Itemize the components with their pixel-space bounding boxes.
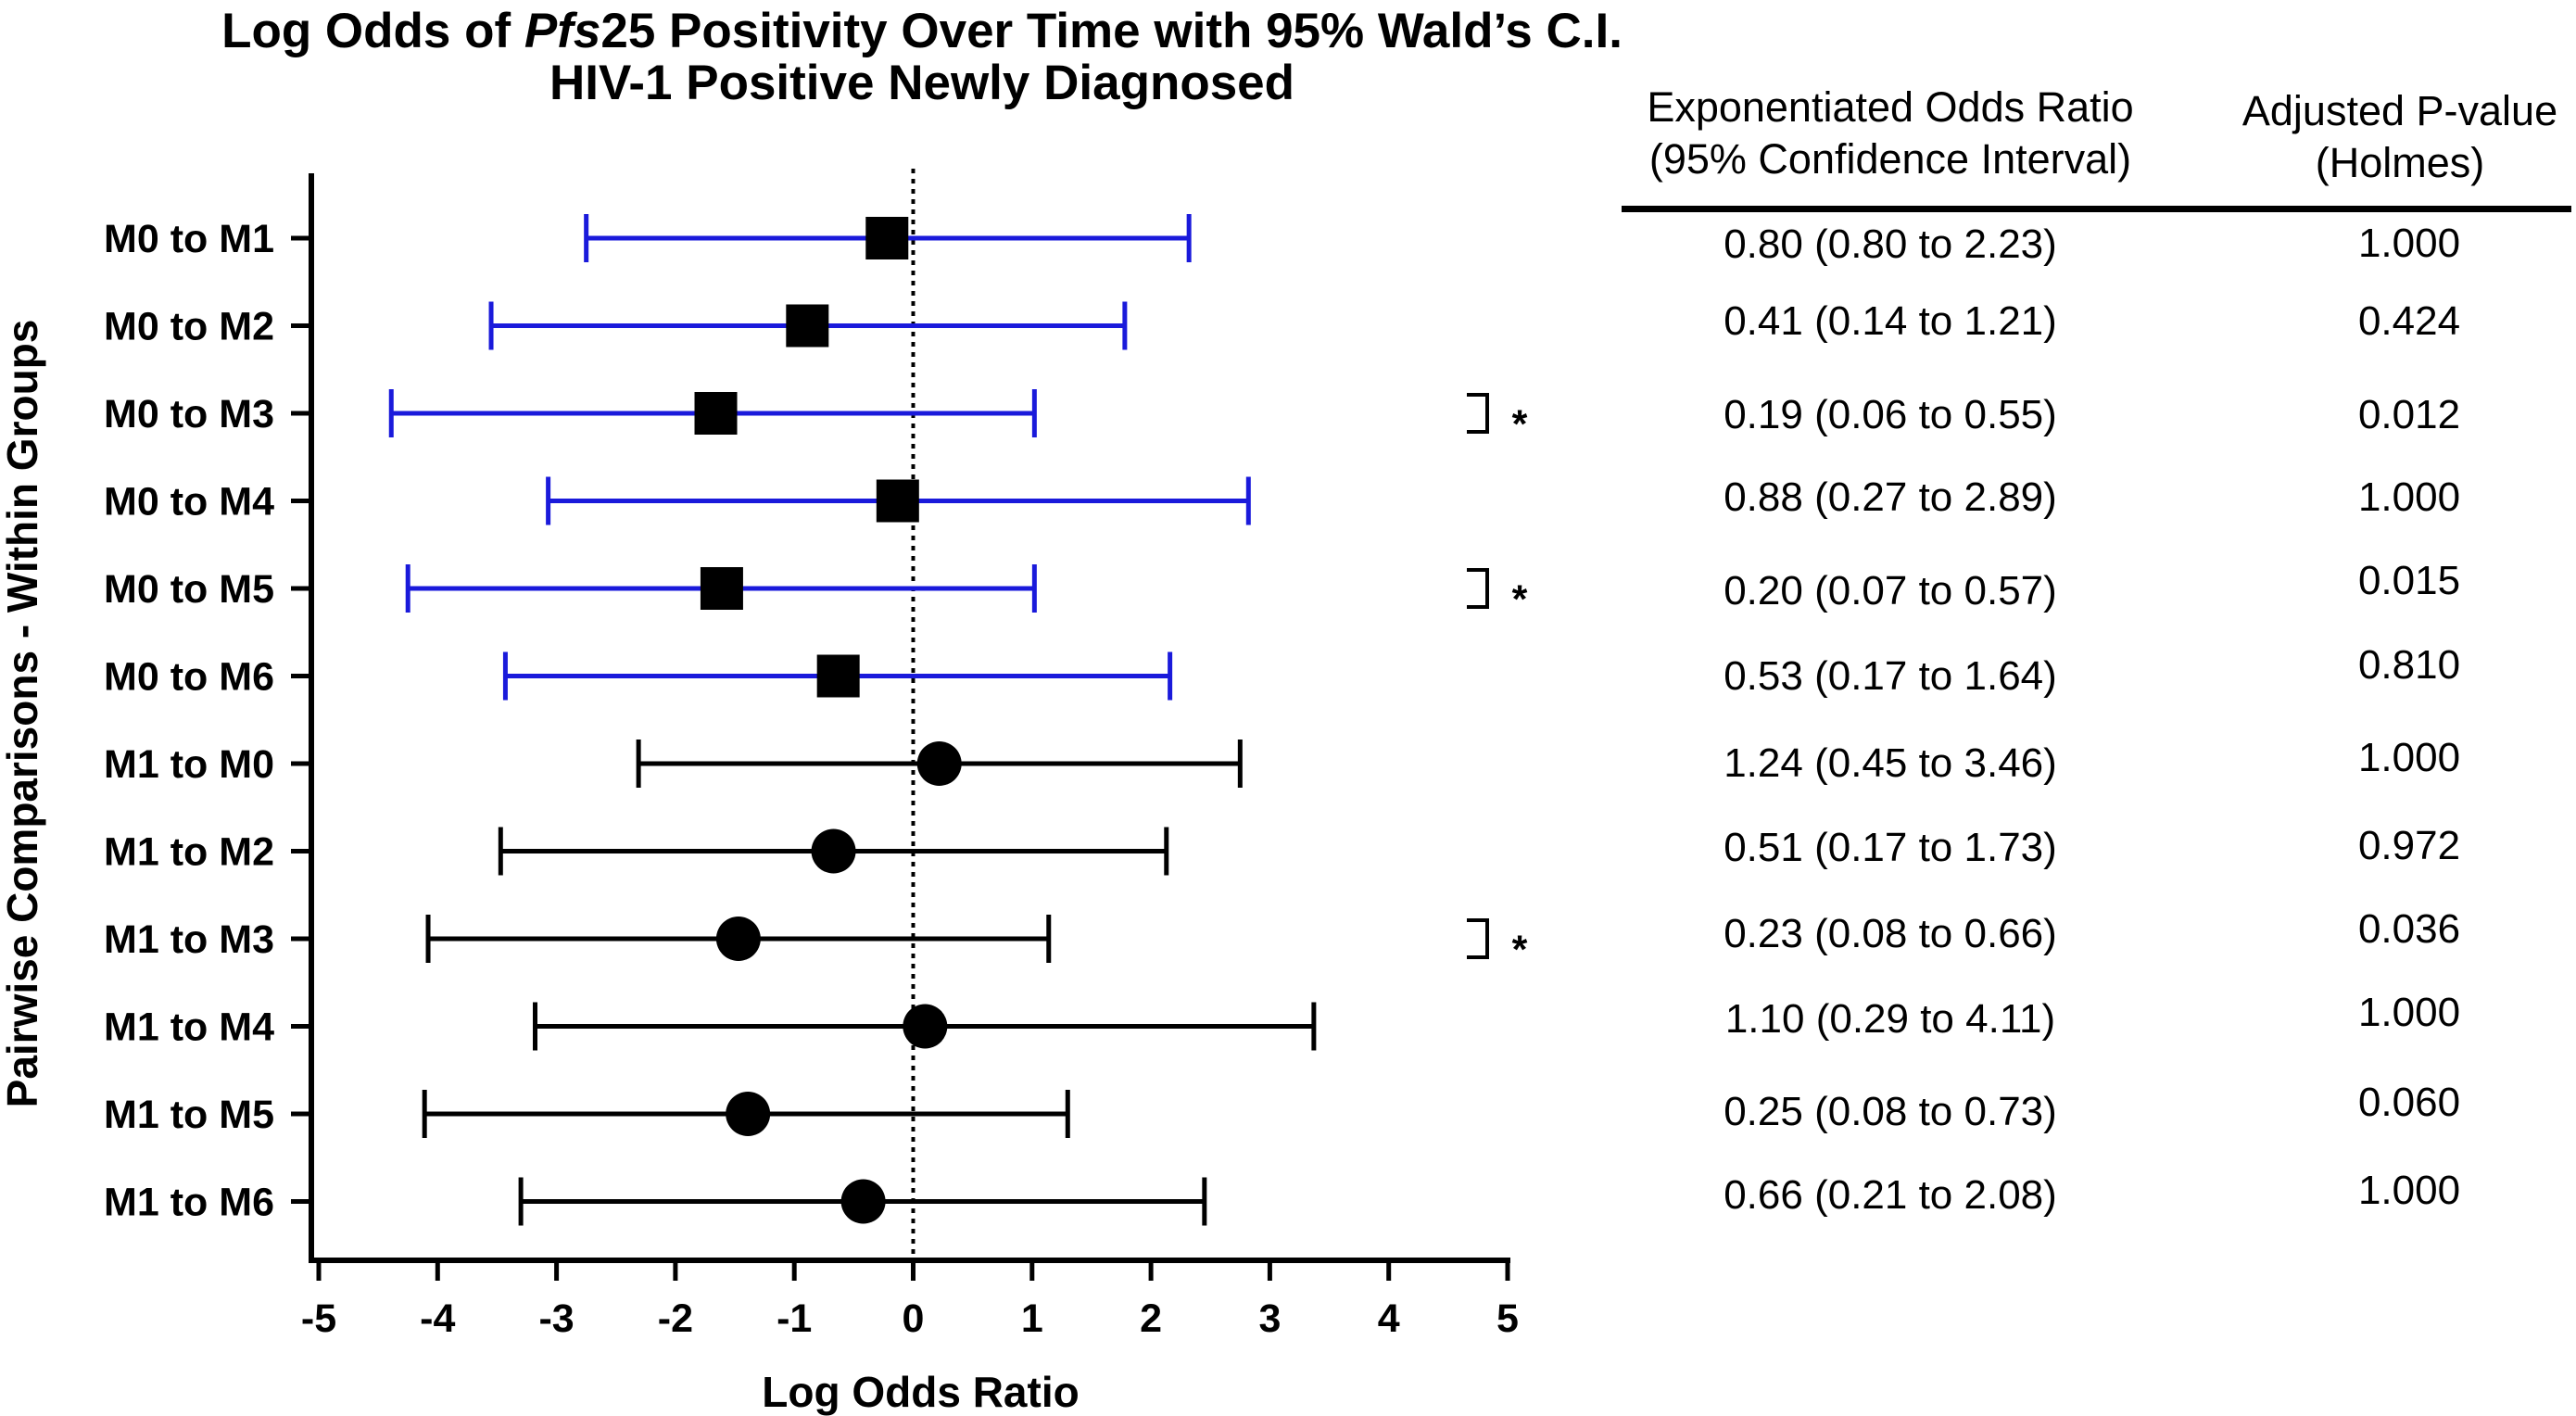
chart-title-line1: Log Odds of Pfs25 Positivity Over Time w… [0,2,1844,61]
y-tick-label: M1 to M2 [104,830,274,875]
significance-asterisk: * [1512,928,1528,972]
estimate-square [816,654,860,698]
p-value-cell: 0.015 [2357,558,2461,603]
title-prefix: Log Odds of [221,4,524,58]
significance-asterisk: * [1512,577,1528,622]
y-tick-label: M1 to M5 [104,1093,274,1137]
p-value-cell: 1.000 [2357,221,2461,266]
x-tick-label: -3 [538,1296,574,1341]
x-axis-title: Log Odds Ratio [762,1368,1079,1416]
estimate-circle [715,917,761,961]
title-suffix: 25 Positivity Over Time with 95% Wald’s … [600,4,1623,58]
forest-plot: -5 -4 -3 -2 -1 0 1 2 3 4 5 Log Odds Ratio Pairwise C… [0,169,1528,1416]
y-tick-label: M0 to M2 [104,305,274,349]
p-value-cell: 0.810 [2357,642,2461,688]
or-cell: 0.51 (0.17 to 1.73) [1724,825,2057,870]
estimate-square [876,479,919,523]
estimate-circle [811,828,856,874]
y-tick-label: M1 to M3 [104,917,274,962]
significance-bracket [1467,393,1489,434]
or-cell: 0.25 (0.08 to 0.73) [1724,1089,2057,1134]
p-value-cell: 1.000 [2357,1168,2461,1213]
or-cell: 0.80 (0.80 to 2.23) [1724,221,2057,267]
x-tick-label: -5 [301,1296,336,1341]
estimate-square [694,392,738,435]
chart-title-line2: HIV-1 Positive Newly Diagnosed [549,56,1295,110]
or-cell: 1.24 (0.45 to 3.46) [1724,740,2057,786]
x-tick-label: 3 [1258,1296,1281,1341]
y-tick-label: M0 to M5 [104,567,274,612]
title-italic: Pfs [524,4,601,58]
y-tick-label: M0 to M3 [104,392,274,436]
or-cell: 0.41 (0.14 to 1.21) [1724,298,2057,344]
or-cell: 0.19 (0.06 to 0.55) [1724,392,2057,437]
x-tick-label: 0 [903,1296,925,1341]
estimate-circle [916,741,962,786]
x-tick-label: 1 [1021,1296,1043,1341]
p-value-cell: 1.000 [2357,735,2461,780]
p-value-cell: 0.060 [2357,1080,2461,1125]
significance-asterisk: * [1512,402,1528,447]
y-tick-label: M1 to M0 [104,742,274,787]
p-value-cell: 1.000 [2357,474,2461,520]
x-tick-label: 4 [1378,1296,1400,1341]
or-cell: 1.10 (0.29 to 4.11) [1724,996,2056,1042]
x-tick-label: 5 [1496,1296,1519,1341]
p-value-cell: 1.000 [2357,990,2461,1035]
y-tick-label: M0 to M6 [104,655,274,700]
or-cell: 0.23 (0.08 to 0.66) [1724,911,2057,956]
p-header-line1: Adjusted P-value [2241,87,2558,134]
estimate-square [786,304,829,348]
or-cell: 0.88 (0.27 to 2.89) [1724,474,2057,520]
significance-bracket [1467,568,1489,609]
p-header-line2: (Holmes) [2315,139,2485,186]
y-tick-label: M0 to M4 [104,480,274,525]
estimate-square [865,217,909,259]
estimate-square [700,567,743,610]
p-value-cell: 0.036 [2357,906,2461,952]
x-tick-label: -1 [777,1296,812,1341]
significance-bracket [1467,918,1489,959]
or-column-header: Exponentiated Odds Ratio (95% Confidence… [1594,82,2187,185]
or-cell: 0.20 (0.07 to 0.57) [1724,568,2057,613]
estimate-circle [840,1179,886,1224]
x-tick-label: -4 [420,1296,455,1341]
y-tick-label: M1 to M4 [104,1005,274,1050]
p-value-cell: 0.972 [2357,823,2461,868]
estimate-circle [726,1092,771,1136]
or-cell: 0.53 (0.17 to 1.64) [1724,653,2057,699]
y-axis-title: Pairwise Comparisons - Within Groups [0,320,46,1108]
or-header-line2: (95% Confidence Interval) [1648,135,2132,183]
p-value-cell: 0.012 [2357,392,2461,437]
x-tick-label: 2 [1140,1296,1162,1341]
y-tick-label: M0 to M1 [104,217,274,261]
or-header-line1: Exponentiated Odds Ratio [1647,83,2134,131]
estimate-circle [903,1004,948,1049]
table-header-rule [1622,206,2571,212]
p-column-header: Adjusted P-value (Holmes) [2215,85,2576,189]
y-tick-label: M1 to M6 [104,1181,274,1225]
x-tick-label: -2 [658,1296,693,1341]
or-cell: 0.66 (0.21 to 2.08) [1724,1172,2057,1218]
p-value-cell: 0.424 [2357,298,2461,344]
